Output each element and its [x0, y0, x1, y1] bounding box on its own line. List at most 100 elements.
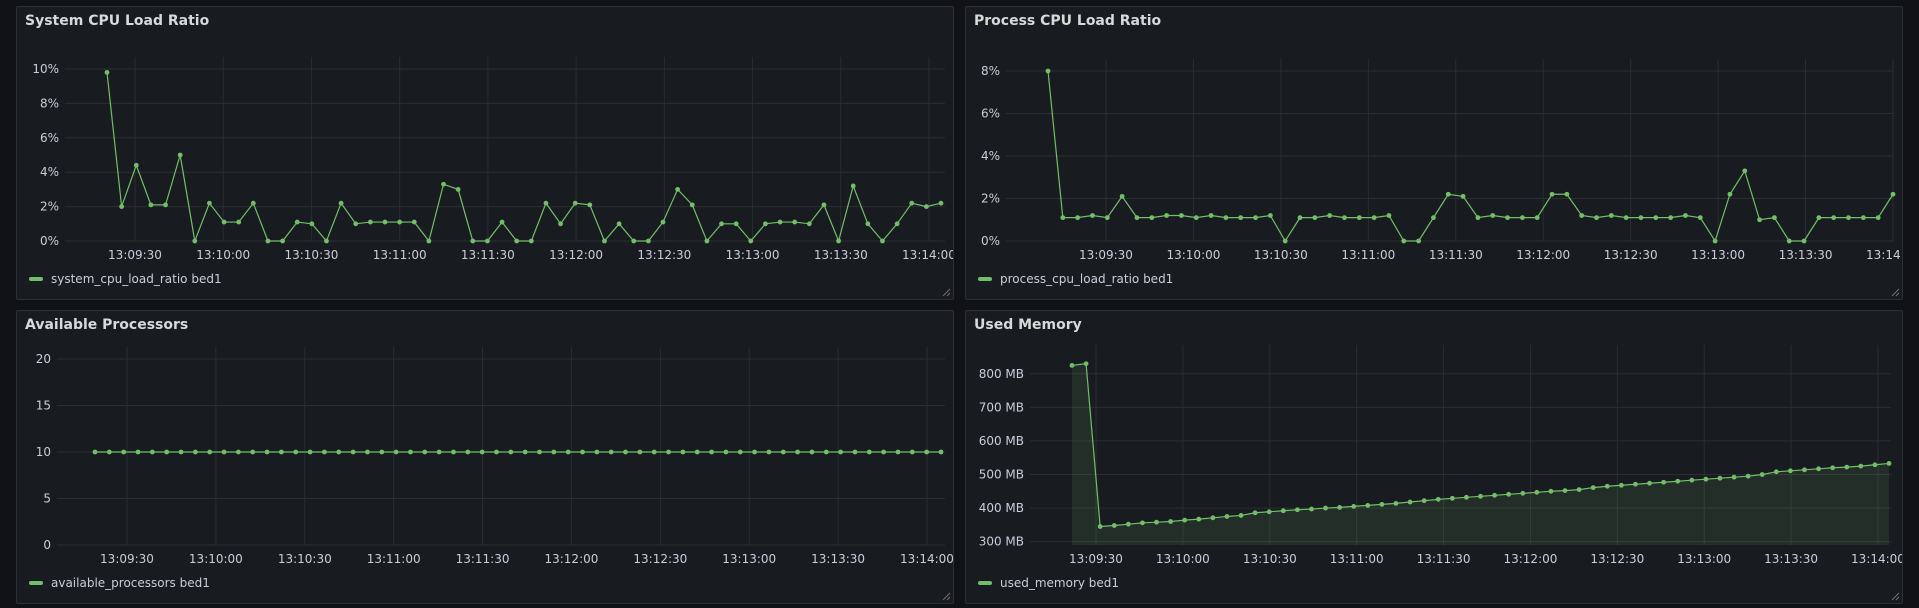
data-point	[1844, 464, 1850, 470]
x-tick-label: 13:11:00	[367, 552, 421, 566]
data-point	[1075, 215, 1081, 221]
data-point	[192, 449, 198, 455]
data-point	[192, 238, 198, 244]
y-tick-label: 5	[43, 492, 51, 506]
data-point	[350, 449, 356, 455]
data-point	[441, 181, 446, 187]
x-tick-label: 13:10:30	[278, 552, 332, 566]
data-point	[1464, 494, 1469, 500]
data-point	[250, 200, 256, 206]
panel-process-cpu-load-ratio[interactable]: Process CPU Load Ratio 0% 2% 4% 6% 8% 13:09:3…	[965, 6, 1903, 300]
data-point	[737, 449, 743, 455]
chart-system-cpu-load-ratio: 0% 2% 4% 6% 8% 10% 13:09:30 13:10:00 13:10:30 13:…	[32, 57, 953, 262]
data-point	[666, 449, 671, 455]
data-point	[1519, 215, 1525, 221]
data-point	[709, 449, 714, 455]
data-point	[236, 219, 242, 225]
x-tick-label: 13:11:00	[1330, 552, 1384, 566]
legend[interactable]: available_processors bed1	[29, 576, 210, 590]
x-tick-label: 13:12:00	[1516, 248, 1570, 262]
panel-title[interactable]: Used Memory	[974, 317, 1082, 333]
data-point	[660, 219, 666, 225]
chart-process-cpu-load-ratio: 0% 2% 4% 6% 8% 13:09:30 13:10:00 13:10:30 13:11:…	[981, 59, 1902, 262]
data-point	[408, 449, 413, 455]
data-point	[1193, 215, 1199, 221]
panel-title[interactable]: System CPU Load Ratio	[25, 13, 210, 29]
data-point	[821, 202, 827, 208]
data-point	[1097, 524, 1103, 529]
data-point	[1534, 489, 1540, 495]
data-point	[1548, 488, 1554, 494]
legend[interactable]: system_cpu_load_ratio bed1	[29, 272, 222, 286]
y-tick-label: 6%	[40, 131, 59, 145]
data-point	[1266, 509, 1272, 515]
panel-available-processors[interactable]: Available Processors 0 5 10 15 20 13:09:30 13:…	[16, 310, 954, 604]
x-tick-label: 13:10:30	[1243, 552, 1297, 566]
data-point	[806, 221, 812, 227]
data-point	[1506, 491, 1512, 497]
data-point	[1134, 215, 1140, 221]
legend-label[interactable]: used_memory bed1	[1000, 576, 1120, 590]
data-point	[645, 238, 651, 244]
legend-label[interactable]: process_cpu_load_ratio bed1	[1000, 272, 1174, 286]
y-tick-label: 6%	[981, 107, 1000, 121]
resize-handle-icon[interactable]	[941, 287, 951, 297]
x-tick-label: 13:12:30	[637, 248, 691, 262]
data-point	[1393, 500, 1399, 506]
data-point	[1431, 215, 1436, 221]
data-point	[1745, 473, 1751, 479]
data-point	[1297, 215, 1303, 221]
data-point	[537, 449, 542, 455]
panel-used-memory[interactable]: Used Memory 300 MB 400 MB 500 MB 600 MB 700 …	[965, 310, 1903, 604]
data-point	[694, 449, 700, 455]
panel-title[interactable]: Available Processors	[25, 317, 189, 333]
data-point	[1638, 215, 1644, 221]
data-point	[121, 449, 127, 455]
data-point	[1090, 213, 1095, 218]
data-point	[572, 200, 578, 206]
y-tick-label: 8%	[40, 96, 59, 110]
x-tick-label: 13:11:30	[456, 552, 510, 566]
data-point	[135, 449, 141, 455]
data-point	[1618, 482, 1624, 488]
data-point	[436, 449, 442, 455]
data-point	[1294, 507, 1300, 513]
legend[interactable]: used_memory bed1	[978, 576, 1119, 590]
x-tick-label: 13:12:00	[544, 552, 598, 566]
data-point	[909, 200, 915, 206]
panel-system-cpu-load-ratio[interactable]: System CPU Load Ratio 0% 2% 4% 6% 8% 10% 13:09…	[16, 6, 954, 300]
data-point	[1505, 215, 1510, 221]
x-tick-label: 13:11:30	[1417, 552, 1471, 566]
x-tick-label: 13:11:30	[1429, 248, 1483, 262]
data-point	[1801, 238, 1807, 244]
data-point	[528, 238, 534, 244]
x-tick-label: 13:13:30	[1764, 552, 1818, 566]
resize-handle-icon[interactable]	[941, 591, 951, 601]
data-point	[1647, 480, 1652, 486]
legend-label[interactable]: available_processors bed1	[51, 576, 210, 590]
data-point	[838, 449, 844, 455]
x-tick-label: 13:09:30	[1069, 552, 1123, 566]
resize-handle-icon[interactable]	[1890, 591, 1900, 601]
data-point	[689, 202, 695, 208]
data-point	[133, 162, 139, 168]
y-tick-label: 10%	[32, 62, 59, 76]
data-point	[852, 449, 858, 455]
data-point	[367, 219, 373, 225]
data-point	[1238, 513, 1244, 518]
data-point	[1253, 215, 1258, 221]
data-point	[1445, 191, 1451, 197]
data-point	[1342, 215, 1347, 221]
data-point	[324, 238, 329, 244]
data-point	[397, 219, 403, 225]
x-tick-label: 13:12:00	[549, 248, 603, 262]
legend-label[interactable]: system_cpu_load_ratio bed1	[51, 272, 222, 286]
data-point	[1182, 517, 1188, 523]
x-tick-label: 13:10:00	[196, 248, 250, 262]
x-tick-label: 13:11:00	[373, 248, 427, 262]
legend[interactable]: process_cpu_load_ratio bed1	[978, 272, 1173, 286]
panel-title[interactable]: Process CPU Load Ratio	[974, 13, 1162, 29]
data-point	[455, 187, 461, 192]
resize-handle-icon[interactable]	[1890, 287, 1900, 297]
legend-swatch	[29, 277, 43, 281]
